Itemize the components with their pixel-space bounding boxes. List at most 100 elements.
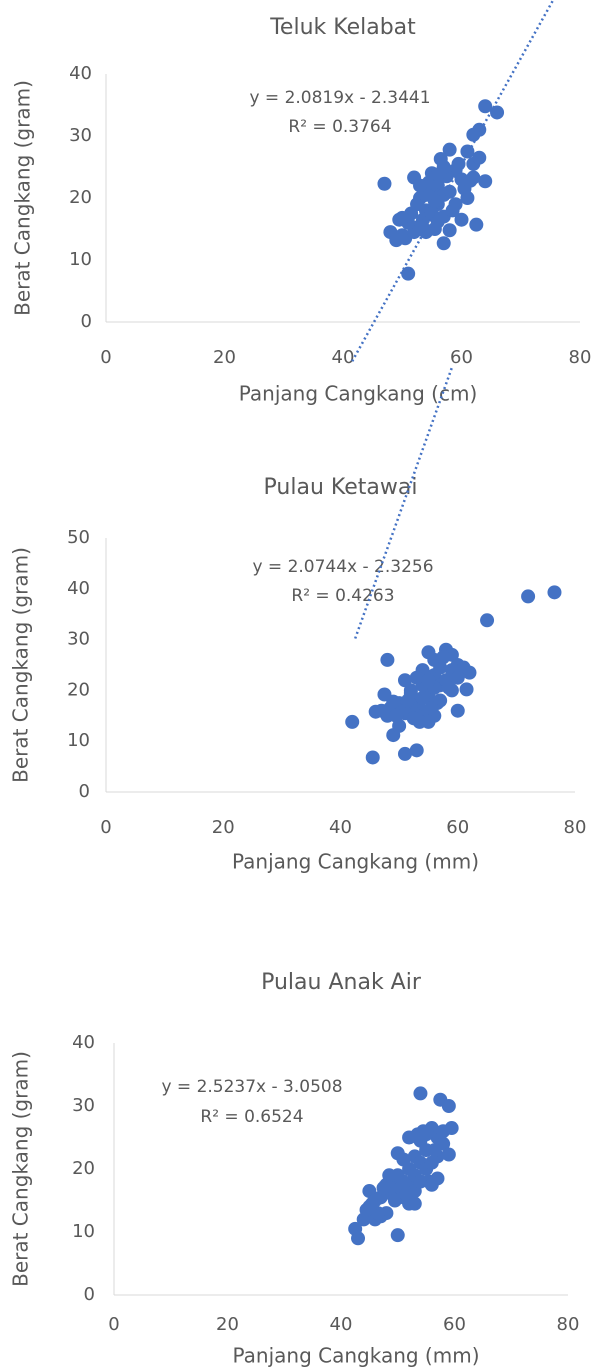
data-point	[451, 156, 466, 171]
x-tick-label: 80	[564, 817, 587, 838]
data-point	[395, 210, 410, 225]
y-tick-label: 20	[72, 1158, 95, 1179]
y-tick-label: 50	[67, 527, 90, 548]
data-point	[407, 1196, 422, 1211]
y-tick-label: 20	[69, 187, 92, 208]
data-point	[397, 746, 412, 761]
data-point	[454, 212, 469, 227]
data-point	[444, 1121, 459, 1136]
data-point	[430, 214, 445, 229]
x-tick-label: 60	[443, 1314, 466, 1335]
data-point	[445, 203, 460, 218]
x-tick-label: 20	[212, 817, 235, 838]
data-point	[382, 1168, 397, 1183]
data-point	[480, 613, 495, 628]
chart-title: Pulau Anak Air	[261, 970, 422, 995]
x-tick-label: 20	[216, 1314, 239, 1335]
data-point	[430, 167, 445, 182]
data-point	[387, 1193, 402, 1208]
x-axis-label: Panjang Cangkang (mm)	[232, 1344, 479, 1368]
x-tick-label: 60	[450, 347, 473, 368]
y-tick-label: 10	[69, 249, 92, 270]
y-tick-label: 30	[72, 1095, 95, 1116]
trendline	[351, 0, 555, 362]
data-point	[413, 178, 428, 193]
y-tick-label: 30	[67, 629, 90, 650]
annotation: R² = 0.3764	[288, 117, 391, 137]
data-point	[415, 691, 430, 706]
data-point	[386, 694, 401, 709]
data-point	[450, 670, 465, 685]
annotation: y = 2.0744x - 2.3256	[252, 557, 433, 577]
data-point	[345, 714, 360, 729]
chart-title: Teluk Kelabat	[269, 15, 416, 40]
data-point	[380, 652, 395, 667]
y-axis-label: Berat Cangkang (gram)	[9, 1051, 33, 1287]
data-point	[459, 682, 474, 697]
y-axis-label: Berat Cangkang (gram)	[9, 547, 33, 783]
data-point	[421, 673, 436, 688]
x-axis-label: Panjang Cangkang (cm)	[239, 382, 478, 406]
y-tick-label: 30	[69, 125, 92, 146]
data-point	[441, 1147, 456, 1162]
data-point	[430, 1171, 445, 1186]
x-tick-label: 0	[100, 347, 111, 368]
data-point	[376, 1180, 391, 1195]
data-point	[365, 750, 380, 765]
y-tick-label: 10	[67, 730, 90, 751]
data-point	[399, 1187, 414, 1202]
data-point	[441, 1099, 456, 1113]
x-tick-label: 60	[446, 817, 469, 838]
data-point	[409, 670, 424, 685]
y-axis-label: Berat Cangkang (gram)	[11, 80, 35, 316]
x-tick-label: 40	[330, 1314, 353, 1335]
data-point	[436, 236, 451, 251]
y-tick-label: 0	[84, 1284, 95, 1305]
data-point	[490, 105, 505, 120]
data-point	[472, 150, 487, 165]
data-point	[460, 144, 475, 159]
data-point	[401, 266, 416, 281]
chart-title: Pulau Ketawai	[264, 475, 418, 500]
annotation: y = 2.0819x - 2.3441	[249, 88, 430, 108]
data-point	[478, 174, 493, 189]
data-point	[462, 665, 477, 680]
x-tick-label: 80	[569, 347, 592, 368]
data-point	[442, 223, 457, 238]
data-point	[377, 176, 392, 191]
annotation: y = 2.5237x - 3.0508	[161, 1077, 342, 1097]
x-tick-label: 20	[213, 347, 236, 368]
data-point	[450, 703, 465, 718]
annotation: R² = 0.6524	[200, 1107, 303, 1127]
data-point	[463, 173, 478, 188]
data-point	[436, 650, 451, 665]
data-point	[441, 680, 456, 695]
y-tick-label: 0	[81, 311, 92, 332]
data-point	[424, 701, 439, 716]
x-axis-label: Panjang Cangkang (mm)	[232, 850, 479, 874]
annotation: R² = 0.4263	[291, 586, 394, 606]
data-point	[460, 191, 475, 205]
y-tick-label: 20	[67, 679, 90, 700]
y-tick-label: 40	[72, 1032, 95, 1053]
data-point	[547, 585, 562, 600]
x-tick-label: 40	[329, 817, 352, 838]
data-point	[413, 1086, 428, 1101]
data-point	[427, 1143, 442, 1158]
x-tick-label: 80	[557, 1314, 580, 1335]
data-point	[478, 99, 493, 114]
x-tick-label: 40	[332, 347, 355, 368]
data-point	[359, 1202, 374, 1217]
data-point	[521, 589, 536, 604]
y-tick-label: 10	[72, 1221, 95, 1242]
data-point	[390, 1228, 405, 1243]
data-point	[348, 1221, 363, 1236]
x-tick-label: 0	[108, 1314, 119, 1335]
y-tick-label: 0	[79, 781, 90, 802]
data-point	[400, 693, 415, 708]
data-point	[389, 233, 404, 248]
data-point	[466, 127, 481, 142]
data-point	[406, 711, 421, 726]
data-point	[419, 1127, 434, 1142]
